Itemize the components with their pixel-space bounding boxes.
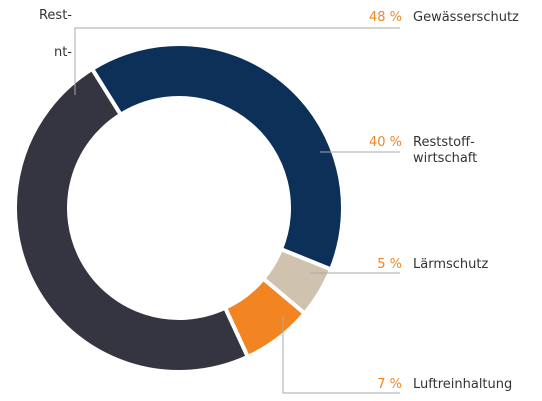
value-label: 7 % xyxy=(377,377,402,392)
category-label: Reststoff- wirtschaft xyxy=(413,135,478,166)
leader-line xyxy=(282,315,400,394)
annotation: nt- xyxy=(53,45,72,60)
donut-slice xyxy=(89,42,345,273)
value-label: 40 % xyxy=(368,135,402,150)
leader-line xyxy=(74,27,400,95)
category-label: Lärmschutz xyxy=(413,257,489,272)
donut-slice xyxy=(13,66,251,374)
category-label: Gewässerschutz xyxy=(413,10,519,25)
annotation: Rest- xyxy=(38,8,72,23)
value-label: 5 % xyxy=(377,257,402,272)
category-label: Luftreinhaltung xyxy=(413,377,513,392)
value-label: 48 % xyxy=(368,10,402,25)
